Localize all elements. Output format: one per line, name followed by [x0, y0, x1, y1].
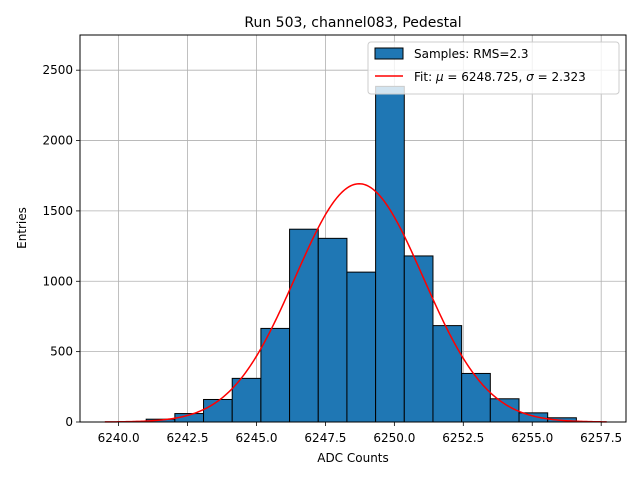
y-tick-label: 500: [50, 345, 73, 359]
x-tick-label: 6242.5: [167, 431, 209, 445]
histogram-bar: [375, 85, 405, 423]
chart-title: Run 503, channel083, Pedestal: [244, 15, 461, 31]
histogram-bars: [145, 85, 577, 423]
gaussian-fit-curve: [104, 182, 607, 423]
x-tick-label: 6245.0: [235, 431, 277, 445]
histogram-bar: [403, 255, 434, 423]
histogram-bar: [432, 325, 463, 423]
legend-histogram-swatch: [374, 47, 404, 60]
histogram-bar: [203, 398, 233, 423]
x-tick-label: 6252.5: [442, 431, 484, 445]
y-tick-label: 0: [65, 415, 73, 429]
legend: Samples: RMS=2.3 Fit: μ = 6248.725, σ = …: [367, 41, 620, 95]
x-tick-label: 6255.0: [511, 431, 553, 445]
legend-box: [367, 41, 620, 95]
histogram-bar: [317, 237, 348, 423]
x-tick-label: 6257.5: [580, 431, 622, 445]
histogram-bar: [260, 327, 291, 423]
histogram-bar: [346, 271, 377, 423]
y-tick-label: 2500: [42, 63, 73, 77]
x-tick-label: 6247.5: [304, 431, 346, 445]
y-tick-label: 2000: [42, 134, 73, 148]
plot-frame: [79, 34, 627, 423]
legend-histogram-label: Samples: RMS=2.3: [414, 47, 529, 61]
y-tick-label: 1500: [42, 204, 73, 218]
histogram-bar: [289, 228, 319, 423]
x-axis-ticks: 6240.0 6242.5 6245.0 6247.5 6250.0 6252.5 6255…: [98, 422, 622, 445]
x-axis-label: ADC Counts: [317, 451, 389, 465]
y-tick-label: 1000: [42, 274, 73, 288]
fit-curve-group: [104, 182, 607, 423]
x-tick-label: 6250.0: [373, 431, 415, 445]
x-tick-label: 6240.0: [98, 431, 140, 445]
legend-fit-label: Fit: μ = 6248.725, σ = 2.323: [414, 70, 586, 84]
histogram-bar: [489, 398, 520, 423]
histogram-bar: [461, 372, 491, 423]
y-axis-ticks: 0 500 1000 1500 2000 2500: [42, 63, 80, 429]
y-axis-label: Entries: [15, 207, 29, 249]
